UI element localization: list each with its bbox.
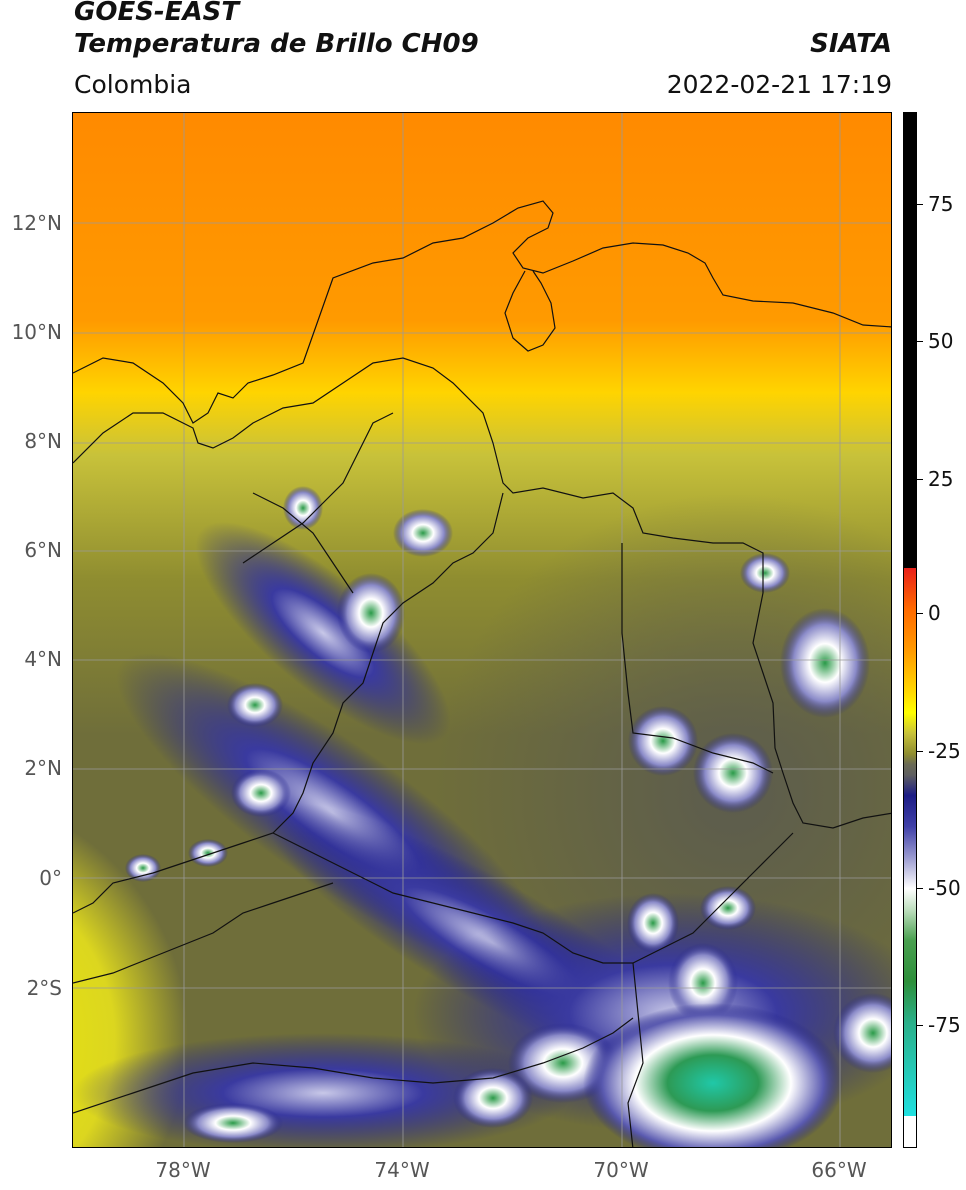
colorbar-tick-50	[917, 341, 923, 342]
colorbar-tick-0	[917, 613, 923, 614]
lon-label-70w: 70°W	[593, 1158, 649, 1182]
lat-label-12n: 12°N	[11, 211, 62, 235]
colorbar-label-neg50: -50	[928, 876, 961, 900]
lon-label-74w: 74°W	[374, 1158, 430, 1182]
colorbar-label-75: 75	[928, 192, 954, 216]
lat-label-2s: 2°S	[26, 976, 62, 1000]
colorbar-tick-neg75	[917, 1025, 923, 1026]
colorbar	[903, 112, 917, 1148]
datetime-label: 2022-02-21 17:19	[666, 70, 892, 99]
colorbar-label-neg25: -25	[928, 739, 961, 763]
satellite-map[interactable]	[72, 112, 892, 1148]
colorbar-label-50: 50	[928, 329, 954, 353]
map-canvas	[73, 113, 891, 1147]
lat-label-10n: 10°N	[11, 320, 62, 344]
lon-label-78w: 78°W	[155, 1158, 211, 1182]
colorbar-tick-25	[917, 479, 923, 480]
lon-label-66w: 66°W	[811, 1158, 867, 1182]
colorbar-tick-75	[917, 204, 923, 205]
lat-label-8n: 8°N	[24, 429, 62, 453]
colorbar-label-25: 25	[928, 467, 954, 491]
colorbar-label-0: 0	[928, 601, 941, 625]
title-line-1: GOES-EAST	[74, 0, 240, 27]
colorbar-tick-neg25	[917, 751, 923, 752]
region-label: Colombia	[74, 70, 192, 99]
title-line-2: Temperatura de Brillo CH09	[74, 29, 479, 59]
lat-label-0: 0°	[39, 866, 62, 890]
colorbar-label-neg75: -75	[928, 1013, 961, 1037]
source-label: SIATA	[810, 29, 892, 59]
lat-label-2n: 2°N	[24, 756, 62, 780]
lat-label-6n: 6°N	[24, 538, 62, 562]
lat-label-4n: 4°N	[24, 647, 62, 671]
storm-cells	[125, 486, 891, 1147]
borders	[73, 200, 891, 1147]
colorbar-tick-neg50	[917, 888, 923, 889]
